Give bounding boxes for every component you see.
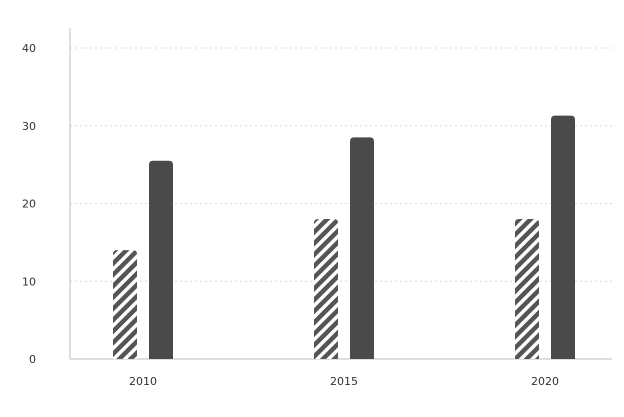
y-tick-label: 20 [22, 198, 36, 211]
y-tick-label: 10 [22, 275, 36, 288]
hatched-bar-2020 [515, 219, 539, 359]
bars [113, 115, 575, 359]
solid-bar-2010 [149, 160, 173, 359]
x-tick-label: 2010 [129, 375, 157, 388]
y-tick-label: 30 [22, 120, 36, 133]
hatched-bar-2015 [314, 219, 338, 359]
x-tick-label: 2015 [330, 375, 358, 388]
y-tick-label: 40 [22, 42, 36, 55]
y-tick-label: 0 [29, 353, 36, 366]
solid-bar-2015 [350, 137, 374, 359]
hatched-bar-2010 [113, 250, 137, 359]
tick-labels: 0 10 20 30 40 2010 2015 2020 [22, 42, 559, 388]
solid-bar-2020 [551, 115, 575, 359]
x-tick-label: 2020 [531, 375, 559, 388]
